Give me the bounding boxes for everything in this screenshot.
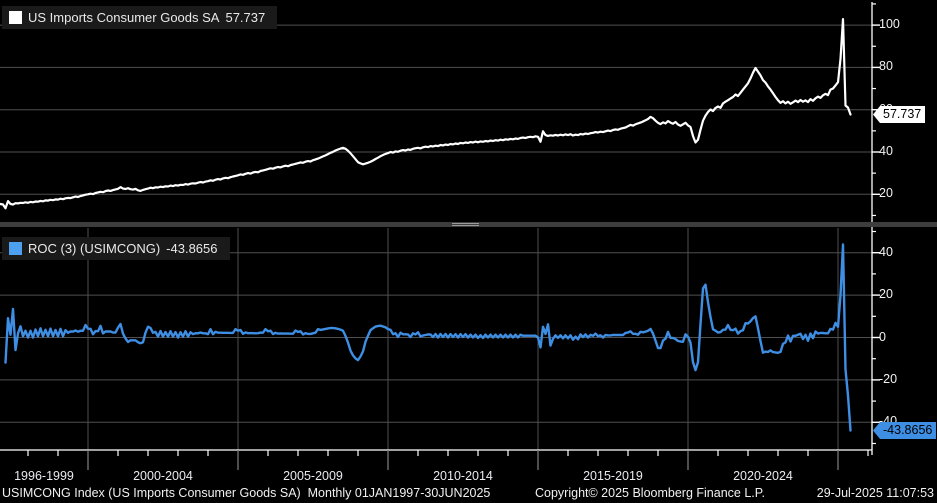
legend-usimcong-value: 57.737 — [225, 10, 266, 25]
footer-datetime: 29-Jul-2025 11:07:53 — [816, 486, 934, 500]
footer-ticker-description: USIMCONG Index (US Imports Consumer Good… — [2, 486, 491, 500]
x-axis-section-label: 2010-2014 — [433, 469, 493, 483]
usimcong-line-series — [0, 18, 852, 210]
y-axis-tick-label: 20 — [879, 287, 893, 302]
legend-roc-value: -43.8656 — [166, 241, 218, 256]
y-axis-tick-label: 40 — [879, 144, 893, 158]
legend-usimcong-label: US Imports Consumer Goods SA — [28, 10, 220, 25]
x-axis-section-label: 2015-2019 — [583, 469, 643, 483]
last-value-tag-roc: -43.8656 — [873, 422, 937, 439]
roc-line-series — [4, 243, 852, 432]
y-axis-tick-label: 80 — [879, 59, 893, 74]
y-axis-tick-label: 40 — [879, 244, 893, 259]
panel-splitter-handle[interactable] — [452, 223, 479, 226]
panel-splitter[interactable] — [0, 222, 937, 227]
last-value-tag-usimcong: 57.737 — [873, 106, 926, 123]
legend-usimcong[interactable]: US Imports Consumer Goods SA 57.737 — [2, 6, 278, 29]
y-axis-tick-label: 0 — [879, 329, 886, 344]
y-axis-tick-label: 100 — [879, 17, 900, 32]
y-axis-tick-label: 20 — [879, 186, 893, 201]
x-axis-section-label: 2000-2004 — [133, 469, 193, 483]
footer: USIMCONG Index (US Imports Consumer Good… — [0, 486, 937, 503]
last-value-usimcong-text: 57.737 — [883, 107, 922, 121]
legend-roc-label: ROC (3) (USIMCONG) — [28, 241, 161, 256]
last-value-roc-text: -43.8656 — [883, 423, 933, 437]
y-axis-tick-label: -20 — [879, 371, 898, 386]
legend-roc[interactable]: ROC (3) (USIMCONG) -43.8656 — [2, 237, 230, 260]
x-axis-section-label: 1996-1999 — [14, 469, 74, 483]
x-axis-section-label: 2005-2009 — [283, 469, 343, 483]
x-axis-section-label: 2020-2024 — [733, 469, 793, 483]
series-swatch-white-icon — [9, 11, 22, 24]
footer-copyright: Copyright© 2025 Bloomberg Finance L.P. — [535, 486, 765, 500]
series-swatch-blue-icon — [9, 242, 22, 255]
